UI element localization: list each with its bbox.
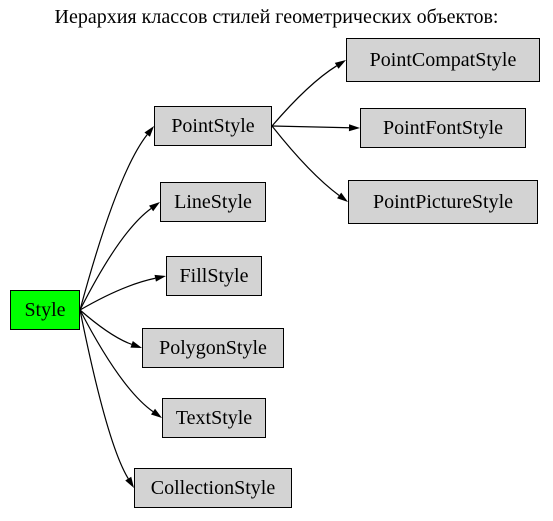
- edge: [80, 135, 147, 310]
- diagram-canvas: Иерархия классов стилей геометрических о…: [0, 0, 553, 521]
- arrowhead: [144, 126, 154, 137]
- node-fillstyle: FillStyle: [166, 256, 262, 296]
- arrowhead: [155, 275, 166, 282]
- edge: [272, 126, 339, 195]
- node-label: PointPictureStyle: [373, 191, 513, 214]
- node-style: Style: [10, 290, 80, 330]
- node-label: LineStyle: [174, 191, 252, 214]
- node-label: PolygonStyle: [159, 337, 267, 360]
- arrowhead: [349, 124, 360, 131]
- node-polygonstyle: PolygonStyle: [142, 328, 284, 368]
- node-textstyle: TextStyle: [162, 398, 266, 438]
- node-pointpicturestyle: PointPictureStyle: [348, 180, 538, 224]
- node-pointfontstyle: PointFontStyle: [360, 108, 526, 148]
- arrowhead: [125, 477, 134, 488]
- edge: [272, 66, 337, 126]
- node-label: PointCompatStyle: [370, 49, 517, 72]
- node-label: PointStyle: [171, 115, 254, 138]
- node-pointcompatstyle: PointCompatStyle: [346, 38, 540, 82]
- node-pointstyle: PointStyle: [154, 106, 272, 146]
- node-linestyle: LineStyle: [160, 182, 266, 222]
- edge: [272, 126, 349, 128]
- arrowhead: [149, 202, 160, 211]
- edge: [80, 310, 132, 344]
- arrowhead: [337, 193, 348, 202]
- arrowhead: [130, 341, 142, 348]
- node-label: Style: [24, 299, 65, 322]
- diagram-title: Иерархия классов стилей геометрических о…: [0, 6, 553, 29]
- edge: [80, 208, 151, 310]
- node-collectionstyle: CollectionStyle: [134, 468, 292, 508]
- arrowhead: [335, 60, 346, 69]
- node-label: TextStyle: [176, 407, 252, 430]
- node-label: PointFontStyle: [383, 117, 503, 140]
- arrowhead: [151, 409, 162, 418]
- node-label: FillStyle: [180, 265, 249, 288]
- node-label: CollectionStyle: [151, 477, 275, 500]
- edge: [80, 310, 128, 479]
- edge: [80, 278, 155, 310]
